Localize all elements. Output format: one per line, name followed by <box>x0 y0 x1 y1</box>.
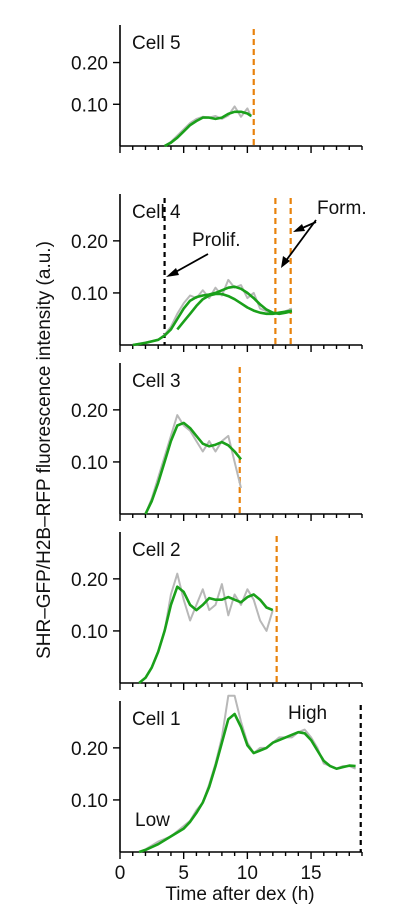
form-arrow-1-head <box>281 256 290 268</box>
x-tick-label: 10 <box>237 863 258 884</box>
panel-5: 0.10 0.20 Cell 1 0 5 10 15 <box>71 694 363 884</box>
panel-title: Cell 3 <box>132 371 181 392</box>
panel-title: Cell 5 <box>132 33 181 54</box>
panel-title: Cell 2 <box>132 540 181 561</box>
raw-series-line <box>138 572 274 684</box>
x-tick-label: 5 <box>178 863 189 884</box>
smoothed-series-line <box>144 421 243 515</box>
smoothed-series-line <box>132 285 293 347</box>
smoothed-series-line <box>163 110 252 148</box>
smoothed-series-line <box>138 712 356 854</box>
y-tick-label: 0.10 <box>71 791 108 812</box>
form-arrow-2-head <box>293 224 305 232</box>
form-annotation: Form. <box>317 198 367 219</box>
y-tick-label: 0.10 <box>71 453 108 474</box>
panel-3: 0.10 0.20 Cell 3 <box>71 363 363 521</box>
smoothed-series-line <box>176 292 293 331</box>
y-tick-label: 0.20 <box>71 401 108 422</box>
prolif-arrow <box>171 253 209 275</box>
x-tick-label: 0 <box>115 863 126 884</box>
panel-1: 0.10 0.20 Cell 5 <box>71 25 363 153</box>
raw-series-line <box>144 414 242 515</box>
y-tick-label: 0.10 <box>71 284 108 305</box>
high-annotation: High <box>288 703 327 724</box>
prolif-annotation: Prolif. <box>192 230 241 251</box>
smoothed-series-line <box>138 585 274 685</box>
panel-2: 0.10 0.20 Cell 4 <box>71 194 363 352</box>
y-tick-label: 0.20 <box>71 570 108 591</box>
x-axis-label: Time after dex (h) <box>165 884 314 905</box>
form-arrow-1 <box>284 219 317 263</box>
panel-title: Cell 1 <box>132 709 181 730</box>
y-tick-label: 0.20 <box>71 232 108 253</box>
y-tick-label: 0.10 <box>71 95 108 116</box>
low-annotation: Low <box>135 810 170 831</box>
y-tick-label: 0.20 <box>71 739 108 760</box>
prolif-arrowhead <box>166 268 179 277</box>
raw-series-line <box>132 278 293 346</box>
y-axis-label: SHR–GFP/H2B–RFP fluorescence intensity (… <box>34 241 55 659</box>
x-tick-label: 15 <box>300 863 321 884</box>
y-tick-label: 0.20 <box>71 54 108 75</box>
panel-title: Cell 4 <box>132 202 181 223</box>
annotations: Prolif. Form. High Low <box>135 198 367 831</box>
y-tick-label: 0.10 <box>71 622 108 643</box>
panel-4: 0.10 0.20 Cell 2 <box>71 532 363 690</box>
panels: 0.10 0.20 Cell 5 0.10 0.20 Cell 4 0.10 0.20 Cell… <box>71 25 363 884</box>
